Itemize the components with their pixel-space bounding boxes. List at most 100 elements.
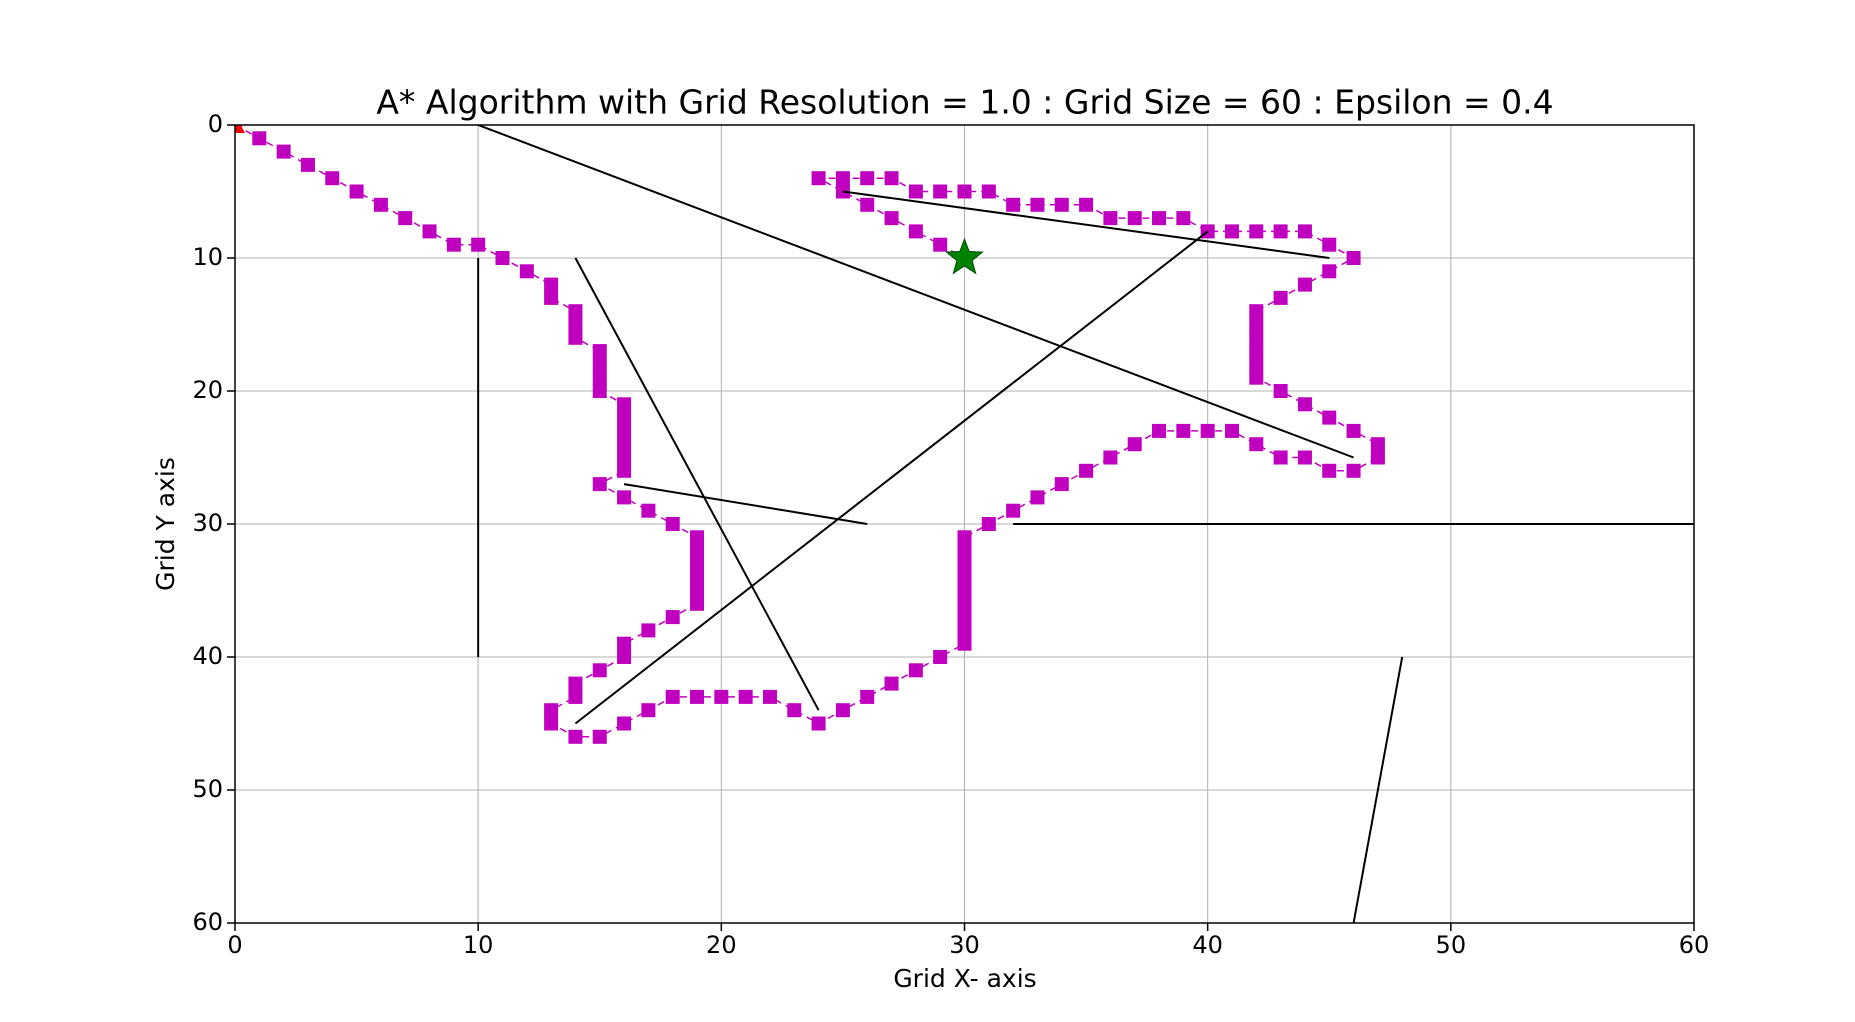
path-point (908, 663, 923, 678)
path-point (1127, 211, 1142, 226)
path-point (957, 583, 972, 598)
path-point (981, 517, 996, 531)
path-point (592, 370, 607, 385)
goal-marker (945, 237, 984, 275)
y-tick-label: 60 (192, 908, 223, 936)
path-point (1297, 397, 1312, 412)
path-point (860, 171, 875, 186)
path-point (617, 397, 632, 412)
path-point (592, 477, 607, 492)
path-point (860, 197, 875, 212)
path-point (1030, 490, 1045, 505)
path-point (1054, 197, 1069, 212)
path-point (446, 237, 461, 252)
y-tick-label: 50 (192, 775, 223, 803)
path-point (1249, 304, 1264, 319)
path-point (665, 610, 680, 625)
path-point (1079, 463, 1094, 478)
path-point (641, 623, 656, 638)
y-tick-label: 30 (192, 509, 223, 537)
path-point (1103, 450, 1118, 465)
chart-title: A* Algorithm with Grid Resolution = 1.0 … (376, 83, 1553, 122)
path-point (1176, 423, 1191, 438)
path-point (1346, 251, 1361, 265)
path-point (617, 490, 632, 505)
obstacle-line (574, 230, 1209, 725)
obstacle-line (1352, 656, 1404, 923)
plot-area (235, 125, 1694, 923)
start-marker (235, 125, 245, 133)
path-point (1006, 503, 1021, 518)
path-point (617, 437, 632, 452)
path-point (1030, 197, 1045, 212)
path-point (835, 171, 850, 186)
path-point (1127, 437, 1142, 452)
path-point (1273, 450, 1288, 465)
path-point (690, 596, 705, 611)
path-point (1103, 211, 1118, 226)
path-point (592, 729, 607, 744)
path-point (641, 503, 656, 518)
path-point (1054, 477, 1069, 492)
obstacle-line (574, 257, 820, 711)
obstacle-line (623, 483, 868, 525)
path-point (1370, 450, 1385, 465)
path-point (1273, 290, 1288, 305)
path-point (617, 463, 632, 478)
path-point (641, 703, 656, 718)
path-point (981, 184, 996, 199)
path-point (1200, 423, 1215, 438)
path-point (884, 171, 899, 186)
path-point (957, 570, 972, 585)
x-tick-label: 0 (227, 931, 242, 959)
path-point (617, 450, 632, 465)
path-point (471, 237, 486, 252)
y-tick-label: 10 (192, 243, 223, 271)
path-point (1152, 211, 1167, 226)
path-point (957, 636, 972, 651)
path-point (592, 344, 607, 359)
y-axis-label: Grid Y axis (151, 457, 180, 591)
path-point (1249, 344, 1264, 359)
path-point (665, 517, 680, 531)
path-point (592, 384, 607, 398)
path-point (568, 676, 583, 691)
path-point (544, 703, 559, 718)
path-point (1224, 224, 1239, 239)
path-point (568, 689, 583, 704)
path-point (617, 636, 632, 651)
path-point (957, 184, 972, 199)
path-point (617, 716, 632, 731)
path-point (884, 211, 899, 226)
path-point (495, 251, 510, 265)
path-point (1249, 357, 1264, 372)
path-point (325, 171, 340, 186)
x-tick-label: 60 (1679, 931, 1710, 959)
path-point (544, 277, 559, 292)
path-point (1006, 197, 1021, 212)
path-point (957, 530, 972, 545)
path-point (617, 410, 632, 425)
path-point (1322, 237, 1337, 252)
path-point (1370, 437, 1385, 452)
path-point (933, 650, 948, 664)
path-point (1249, 317, 1264, 332)
path-point (568, 304, 583, 319)
path-point (1346, 423, 1361, 438)
x-tick-label: 10 (463, 931, 494, 959)
path-point (1079, 197, 1094, 212)
path-point (568, 729, 583, 744)
path-point (690, 543, 705, 558)
path-point (1273, 224, 1288, 239)
path-point (690, 556, 705, 571)
obstacle-line (842, 190, 1330, 259)
path-point (1297, 277, 1312, 292)
x-axis-label: Grid X- axis (893, 964, 1036, 993)
path-point (1346, 463, 1361, 478)
path-point (762, 689, 777, 704)
path-point (811, 716, 826, 731)
path-point (957, 556, 972, 571)
path-point (835, 703, 850, 718)
path-point (690, 570, 705, 585)
